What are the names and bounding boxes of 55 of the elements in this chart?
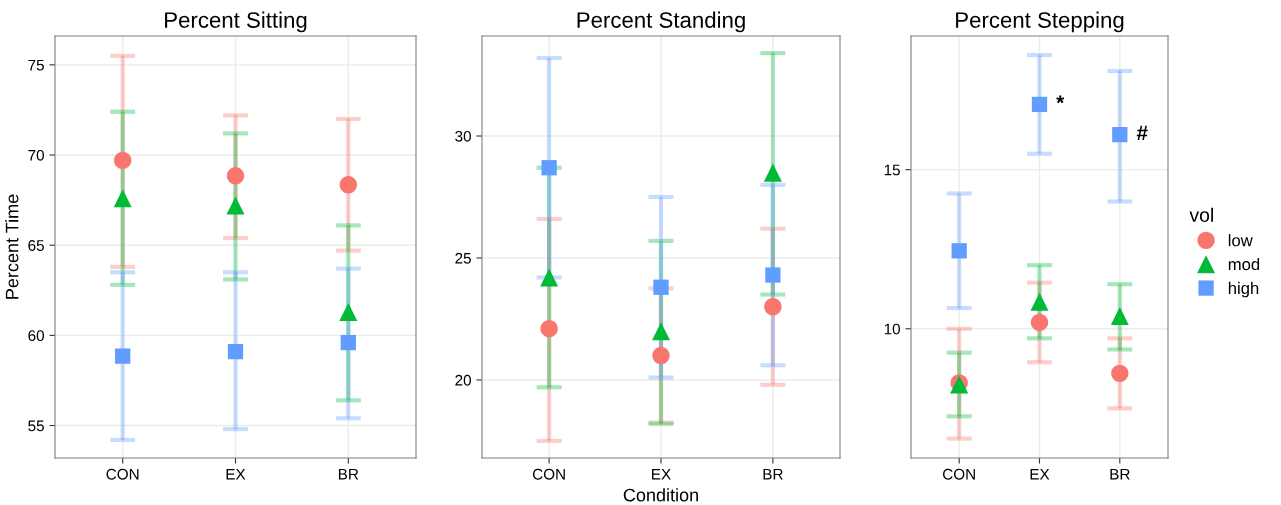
point [540, 320, 558, 338]
point [226, 167, 245, 185]
point [540, 268, 559, 287]
point [541, 160, 557, 176]
x-tick-label: EX [226, 468, 246, 480]
point [652, 346, 670, 365]
y-tick-label: 75 [28, 59, 44, 71]
point [1031, 96, 1048, 113]
chart-title: Percent Sitting [165, 11, 307, 33]
legend-label: mod [1228, 257, 1260, 271]
point [1030, 292, 1049, 311]
x-tick-label: EX [652, 468, 671, 480]
annotation: # [1136, 125, 1148, 141]
x-tick-label: BR [338, 468, 359, 480]
y-tick-label: 60 [28, 330, 44, 342]
point [1110, 307, 1129, 326]
point [226, 196, 245, 215]
x-tick-label: CON [106, 468, 139, 480]
x-tick-label: CON [942, 468, 975, 480]
point [1030, 313, 1049, 332]
legend-title: vol [1189, 207, 1213, 222]
point [951, 243, 967, 259]
y-tick-label: 55 [28, 420, 44, 432]
x-axis-title: Condition [623, 488, 698, 502]
legend-label: low [1228, 234, 1253, 247]
y-tick-label: 10 [884, 323, 900, 335]
x-tick-label: BR [763, 468, 783, 480]
chart-title: Percent Standing [577, 11, 745, 33]
y-axis-title: Percent Time [5, 194, 19, 299]
point [764, 298, 782, 316]
chart-title: Percent Stepping [956, 11, 1124, 33]
annotation: * [1056, 95, 1065, 104]
point [1112, 127, 1128, 143]
y-tick-label: 15 [884, 164, 900, 176]
y-tick-label: 25 [455, 252, 471, 264]
point [115, 348, 131, 364]
point [1111, 364, 1129, 383]
point [113, 189, 132, 208]
point [765, 267, 781, 283]
point [339, 302, 358, 321]
y-tick-label: 30 [455, 130, 471, 142]
point [651, 322, 671, 341]
y-tick-label: 20 [455, 374, 471, 386]
point [114, 151, 132, 170]
point [227, 343, 244, 360]
point [340, 334, 356, 351]
point [653, 279, 669, 295]
y-tick-label: 70 [28, 149, 44, 161]
point [763, 163, 782, 182]
x-tick-label: CON [532, 468, 565, 480]
point [339, 176, 357, 194]
y-tick-label: 65 [28, 240, 44, 251]
x-tick-label: EX [1030, 468, 1050, 480]
x-tick-label: BR [1110, 468, 1130, 480]
legend-label: high [1228, 281, 1259, 298]
